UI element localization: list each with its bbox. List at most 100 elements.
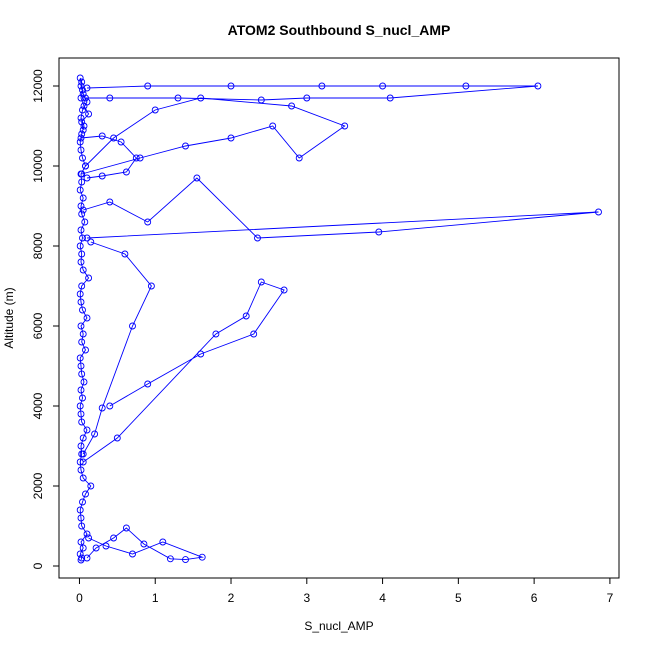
data-point xyxy=(121,250,129,258)
data-point xyxy=(91,430,99,438)
data-point xyxy=(77,442,85,450)
data-point xyxy=(77,258,85,266)
data-point xyxy=(79,106,86,114)
x-tick-label: 1 xyxy=(152,591,159,605)
data-point xyxy=(98,132,106,140)
data-point xyxy=(129,322,136,330)
data-point xyxy=(122,524,130,532)
data-point xyxy=(83,84,91,92)
data-point xyxy=(136,154,144,162)
y-tick-label: 6000 xyxy=(31,312,45,339)
data-point xyxy=(76,74,84,82)
data-point xyxy=(76,138,84,146)
data-point xyxy=(82,94,89,102)
y-tick-label: 8000 xyxy=(31,232,45,259)
data-point xyxy=(77,466,85,474)
data-point xyxy=(83,234,91,242)
chart-title: ATOM2 Southbound S_nucl_AMP xyxy=(228,22,451,38)
y-tick-label: 0 xyxy=(31,562,45,569)
data-point xyxy=(144,380,152,388)
data-point xyxy=(79,194,87,202)
data-point xyxy=(78,178,86,186)
data-point xyxy=(77,386,85,394)
data-point xyxy=(85,274,93,282)
data-point xyxy=(227,82,235,90)
data-point xyxy=(78,522,86,530)
y-axis-label: Altitude (m) xyxy=(2,287,16,348)
data-point xyxy=(79,394,86,402)
x-axis-label: S_nucl_AMP xyxy=(304,619,373,633)
data-point xyxy=(197,94,205,102)
data-point xyxy=(76,354,84,362)
x-tick-label: 4 xyxy=(379,591,386,605)
series-line-2 xyxy=(82,281,285,463)
data-point xyxy=(77,410,85,418)
data-point xyxy=(379,82,387,90)
data-point xyxy=(257,96,265,104)
x-tick-label: 7 xyxy=(607,591,614,605)
data-point xyxy=(595,208,602,216)
x-axis: 0 1 2 3 4 5 6 7 xyxy=(76,577,614,605)
y-tick-label: 4000 xyxy=(31,392,45,419)
data-point xyxy=(174,94,182,102)
series-line-6 xyxy=(80,135,137,179)
data-point xyxy=(113,434,121,442)
data-point xyxy=(257,278,265,286)
data-point xyxy=(79,234,86,242)
data-point xyxy=(79,434,87,442)
data-point xyxy=(166,555,174,563)
data-point xyxy=(212,330,220,338)
y-axis: 0 2000 4000 6000 8000 10000 12000 xyxy=(31,69,60,569)
data-point xyxy=(269,122,277,130)
data-point xyxy=(147,282,155,290)
data-point xyxy=(182,556,189,564)
data-point xyxy=(83,314,91,322)
data-point xyxy=(78,170,86,178)
series-line-5 xyxy=(85,85,538,101)
data-point xyxy=(79,86,86,94)
data-point xyxy=(79,450,87,458)
data-point xyxy=(77,514,85,522)
data-point xyxy=(129,550,136,558)
y-tick-label: 12000 xyxy=(31,69,45,103)
data-point xyxy=(79,474,87,482)
y-tick-label: 10000 xyxy=(31,149,45,183)
data-point xyxy=(78,370,86,378)
data-point xyxy=(76,402,84,410)
data-point xyxy=(78,250,86,258)
x-tick-label: 6 xyxy=(531,591,538,605)
data-point xyxy=(80,122,88,130)
data-point xyxy=(82,490,89,498)
data-point xyxy=(77,94,85,102)
data-point xyxy=(85,534,93,542)
data-point xyxy=(242,312,250,320)
data-point xyxy=(79,206,87,214)
data-point xyxy=(77,146,85,154)
series-line-4 xyxy=(81,97,346,175)
data-point xyxy=(534,82,542,90)
data-point xyxy=(78,418,86,426)
plot-area-frame xyxy=(58,57,620,579)
data-point xyxy=(250,330,258,338)
series-layer xyxy=(76,74,602,564)
data-point xyxy=(76,290,84,298)
data-point xyxy=(83,426,91,434)
data-point xyxy=(341,122,349,130)
x-tick-label: 5 xyxy=(455,591,462,605)
data-point xyxy=(77,226,85,234)
data-point xyxy=(77,362,85,370)
data-point xyxy=(79,544,87,552)
series-line-7 xyxy=(82,241,152,455)
data-point xyxy=(78,338,86,346)
data-point xyxy=(76,506,84,514)
data-point xyxy=(76,242,84,250)
data-point xyxy=(79,306,86,314)
series-line-3 xyxy=(83,177,599,239)
data-point xyxy=(386,94,394,102)
data-point xyxy=(117,138,125,146)
data-point xyxy=(78,118,86,126)
data-point xyxy=(82,346,89,354)
data-point xyxy=(140,540,148,548)
data-point xyxy=(106,198,114,206)
data-point xyxy=(77,134,85,142)
